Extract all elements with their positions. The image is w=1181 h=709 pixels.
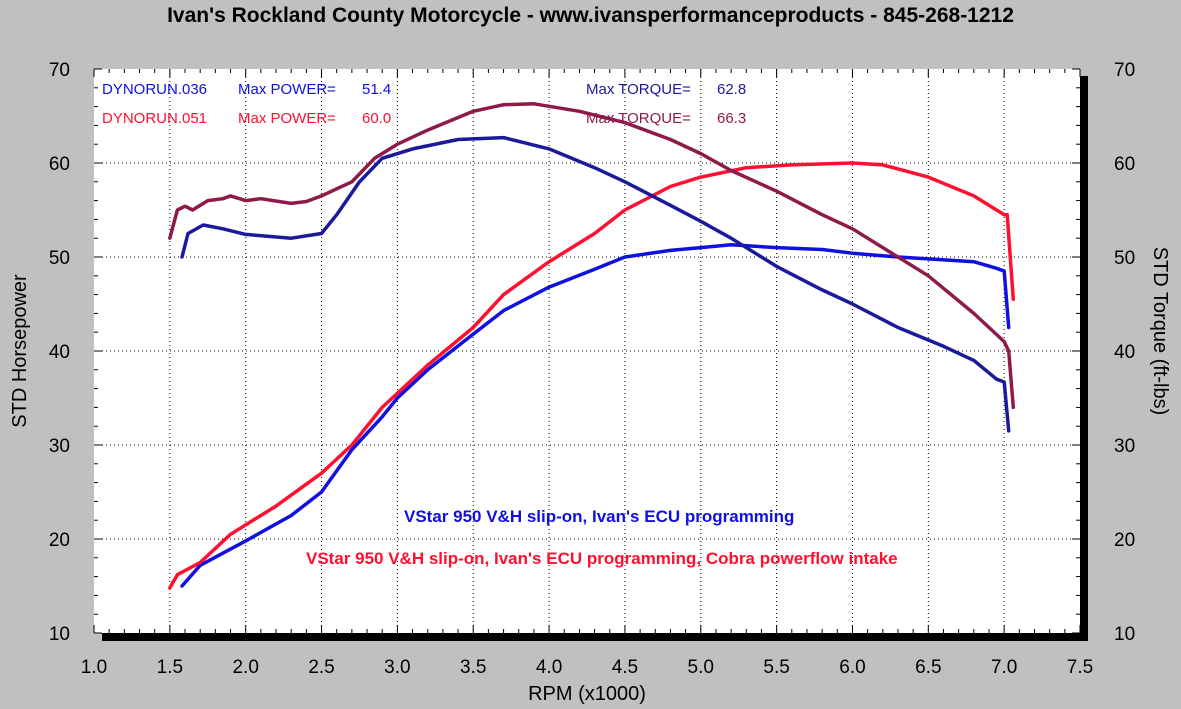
y-right-tick-label-6: 70 — [1114, 60, 1135, 81]
x-tick-label-3: 2.5 — [308, 657, 334, 678]
series-line-0 — [180, 243, 1011, 588]
y-left-tick-label-4: 50 — [49, 248, 70, 269]
y-right-tick-label-2: 30 — [1114, 436, 1135, 457]
legend-power-label-1: Max POWER= — [238, 81, 336, 98]
y-left-tick-label-2: 30 — [49, 436, 70, 457]
legend-power-value-1: 51.4 — [362, 81, 391, 98]
x-tick-label-0: 1.0 — [81, 657, 107, 678]
x-tick-label-6: 4.0 — [536, 657, 562, 678]
x-tick-label-13: 7.5 — [1067, 657, 1093, 678]
legend-torque-value-1: 62.8 — [717, 81, 746, 98]
series-line-1 — [168, 161, 1016, 590]
x-tick-label-11: 6.5 — [915, 657, 941, 678]
x-tick-label-8: 5.0 — [688, 657, 714, 678]
x-tick-label-9: 5.5 — [763, 657, 789, 678]
y-right-tick-label-4: 50 — [1114, 248, 1135, 269]
x-tick-label-10: 6.0 — [839, 657, 865, 678]
y-axis-right-ticks: 10 20 30 40 50 60 70 — [1114, 60, 1135, 645]
x-tick-label-1: 1.5 — [157, 657, 183, 678]
x-tick-label-4: 3.0 — [384, 657, 410, 678]
series-line-2 — [180, 135, 1011, 433]
x-tick-label-2: 2.0 — [232, 657, 258, 678]
legend: DYNORUN.036 Max POWER= 51.4 Max TORQUE= … — [102, 81, 746, 127]
legend-torque-label-2: Max TORQUE= — [586, 110, 691, 127]
minor-ticks — [93, 68, 1081, 634]
y-right-tick-label-0: 10 — [1114, 624, 1135, 645]
series-line-3 — [168, 102, 1016, 410]
y-axis-right-label: STD Torque (ft-lbs) — [1149, 247, 1171, 416]
legend-power-label-2: Max POWER= — [238, 110, 336, 127]
chart-title: Ivan's Rockland County Motorcycle - www.… — [167, 4, 1014, 27]
x-axis-ticks: 1.0 1.5 2.0 2.5 3.0 3.5 4.0 4.5 5.0 5.5 6.0 6.5 7.0 7… — [81, 657, 1093, 678]
legend-run-1: DYNORUN.036 — [102, 81, 207, 98]
series-lines — [168, 102, 1016, 590]
x-axis-label: RPM (x1000) — [528, 683, 646, 705]
y-left-tick-label-1: 20 — [49, 530, 70, 551]
y-axis-left-ticks: 10 20 30 40 50 60 70 — [49, 60, 70, 645]
annotation-run-2: VStar 950 V&H slip-on, Ivan's ECU progra… — [306, 549, 898, 568]
y-right-tick-label-1: 20 — [1114, 530, 1135, 551]
y-left-tick-label-5: 60 — [49, 154, 70, 175]
annotation-run-1: VStar 950 V&H slip-on, Ivan's ECU progra… — [404, 507, 794, 526]
y-axis-left-label: STD Horsepower — [9, 274, 31, 428]
y-right-tick-label-3: 40 — [1114, 342, 1135, 363]
x-tick-label-12: 7.0 — [991, 657, 1017, 678]
y-right-tick-label-5: 60 — [1114, 154, 1135, 175]
y-left-tick-label-6: 70 — [49, 60, 70, 81]
legend-torque-label-1: Max TORQUE= — [586, 81, 691, 98]
y-left-tick-label-0: 10 — [49, 624, 70, 645]
legend-torque-value-2: 66.3 — [717, 110, 746, 127]
plot-shadow-right — [1080, 76, 1088, 641]
x-tick-label-5: 3.5 — [460, 657, 486, 678]
x-tick-label-7: 4.5 — [612, 657, 638, 678]
legend-run-2: DYNORUN.051 — [102, 110, 207, 127]
plot-shadow-bottom — [102, 633, 1088, 641]
legend-power-value-2: 60.0 — [362, 110, 391, 127]
y-left-tick-label-3: 40 — [49, 342, 70, 363]
